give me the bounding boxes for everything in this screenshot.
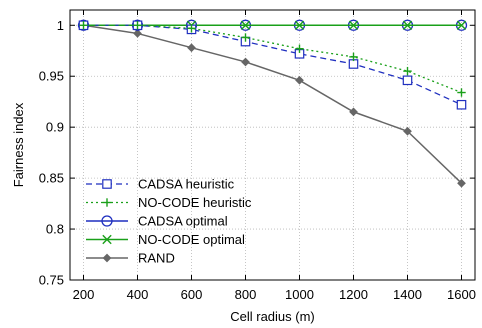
x-tick-label: 1400	[393, 287, 422, 302]
legend-label: CADSA optimal	[138, 214, 228, 229]
x-tick-label: 1200	[339, 287, 368, 302]
data-point	[187, 24, 196, 33]
x-axis-label: Cell radius (m)	[230, 309, 315, 324]
data-point	[349, 107, 358, 117]
data-point	[101, 215, 113, 227]
data-point	[133, 29, 142, 38]
data-point	[403, 66, 412, 76]
legend-label: RAND	[138, 251, 175, 266]
data-point	[403, 126, 412, 136]
ticks: 200 400 600 800 1000 1200 1400 1600 0.75 0.8 0.85 0…	[39, 10, 476, 302]
y-tick-label: 0.9	[46, 120, 64, 135]
data-point	[294, 20, 305, 30]
x-tick-label: 1000	[285, 287, 314, 302]
data-point	[457, 178, 466, 188]
data-point	[295, 44, 304, 53]
data-point	[240, 20, 251, 30]
x-tick-label: 800	[235, 287, 257, 302]
data-point	[349, 52, 358, 62]
series-rand	[79, 20, 466, 188]
series-layer	[77, 19, 468, 188]
data-point	[133, 21, 142, 30]
data-point	[241, 33, 250, 42]
data-point	[102, 179, 112, 189]
legend: CADSA heuristic NO-CODE heuristic CADSA op…	[86, 177, 252, 266]
legend-entry: NO-CODE optimal	[86, 232, 245, 247]
data-point	[187, 43, 196, 53]
legend-label: NO-CODE heuristic	[138, 195, 252, 210]
x-tick-label: 200	[73, 287, 95, 302]
legend-label: CADSA heuristic	[138, 177, 235, 192]
data-point	[241, 57, 250, 67]
data-point	[456, 20, 467, 30]
series-line	[83, 24, 462, 106]
y-tick-label: 0.85	[39, 171, 64, 186]
series-line	[83, 24, 463, 184]
grid	[70, 10, 475, 281]
legend-entry: CADSA heuristic	[86, 177, 235, 192]
data-point	[402, 75, 413, 86]
x-tick-label: 1600	[447, 287, 476, 302]
data-point	[457, 88, 466, 97]
y-tick-label: 0.8	[46, 222, 64, 237]
data-point	[102, 234, 112, 245]
series-line	[83, 24, 462, 94]
y-tick-label: 1	[57, 18, 64, 33]
y-tick-label: 0.95	[39, 69, 64, 84]
data-point	[295, 75, 304, 85]
legend-entry: NO-CODE heuristic	[86, 195, 252, 210]
legend-entry: CADSA optimal	[86, 214, 228, 229]
legend-label: NO-CODE optimal	[138, 232, 245, 247]
y-axis-label: Fairness index	[11, 102, 26, 187]
x-tick-label: 600	[181, 287, 203, 302]
series-no-code-heuristic	[79, 21, 466, 97]
data-point	[456, 99, 467, 110]
data-point	[102, 253, 112, 263]
data-point	[102, 198, 112, 207]
plot-frame	[69, 9, 476, 281]
legend-entry: RAND	[86, 251, 175, 266]
data-point	[348, 20, 359, 30]
data-point	[79, 21, 88, 30]
data-point	[402, 20, 413, 30]
y-tick-label: 0.75	[39, 273, 64, 288]
x-tick-label: 400	[127, 287, 149, 302]
